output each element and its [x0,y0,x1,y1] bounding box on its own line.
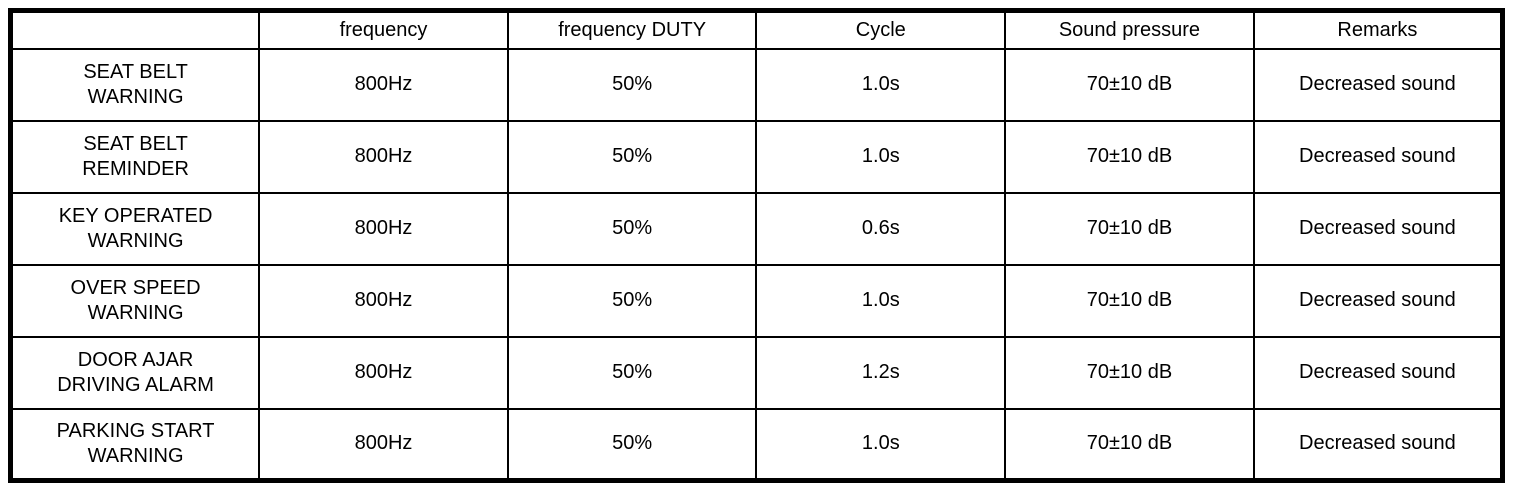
table-row-over-speed-warning: OVER SPEED WARNING 800Hz 50% 1.0s 70±10 … [9,263,1504,338]
frequency-cell: 800Hz [258,191,509,266]
sound-pressure-cell: 70±10 dB [1004,335,1255,410]
remarks-cell: Decreased sound [1252,335,1504,410]
duty-cell: 50% [506,263,758,338]
table-row-parking-start-warning: PARKING START WARNING 800Hz 50% 1.0s 70±… [9,407,1504,482]
sound-pressure-cell: 70±10 dB [1004,119,1255,194]
duty-cell: 50% [506,191,758,266]
col-header-frequency: frequency [258,9,509,50]
col-header-sound-pressure: Sound pressure [1004,9,1255,50]
frequency-cell: 800Hz [258,335,509,410]
cycle-cell: 1.0s [755,47,1007,122]
row-label: DOOR AJAR DRIVING ALARM [9,335,261,410]
frequency-cell: 800Hz [258,47,509,122]
frequency-cell: 800Hz [258,407,509,482]
remarks-cell: Decreased sound [1252,119,1504,194]
frequency-cell: 800Hz [258,119,509,194]
sound-pressure-cell: 70±10 dB [1004,191,1255,266]
row-label: SEAT BELT REMINDER [9,119,261,194]
row-label: SEAT BELT WARNING [9,47,261,122]
cycle-cell: 1.0s [755,119,1007,194]
row-label: KEY OPERATED WARNING [9,191,261,266]
table-row-seat-belt-warning: SEAT BELT WARNING 800Hz 50% 1.0s 70±10 d… [9,47,1504,122]
header-row: frequency frequency DUTY Cycle Sound pre… [9,9,1504,50]
table-row-seat-belt-reminder: SEAT BELT REMINDER 800Hz 50% 1.0s 70±10 … [9,119,1504,194]
cycle-cell: 0.6s [755,191,1007,266]
table-row-key-operated-warning: KEY OPERATED WARNING 800Hz 50% 0.6s 70±1… [9,191,1504,266]
row-label: PARKING START WARNING [9,407,261,482]
frequency-cell: 800Hz [258,263,509,338]
cycle-cell: 1.0s [755,263,1007,338]
col-header-cycle: Cycle [755,9,1007,50]
cycle-cell: 1.0s [755,407,1007,482]
table-row-door-ajar-driving-alarm: DOOR AJAR DRIVING ALARM 800Hz 50% 1.2s 7… [9,335,1504,410]
col-header-item [9,9,261,50]
warning-sound-spec-table: frequency frequency DUTY Cycle Sound pre… [8,8,1505,483]
remarks-cell: Decreased sound [1252,407,1504,482]
duty-cell: 50% [506,47,758,122]
duty-cell: 50% [506,119,758,194]
duty-cell: 50% [506,335,758,410]
sound-pressure-cell: 70±10 dB [1004,407,1255,482]
col-header-frequency-duty: frequency DUTY [506,9,758,50]
cycle-cell: 1.2s [755,335,1007,410]
row-label: OVER SPEED WARNING [9,263,261,338]
sound-pressure-cell: 70±10 dB [1004,263,1255,338]
remarks-cell: Decreased sound [1252,47,1504,122]
col-header-remarks: Remarks [1252,9,1504,50]
remarks-cell: Decreased sound [1252,263,1504,338]
sound-pressure-cell: 70±10 dB [1004,47,1255,122]
remarks-cell: Decreased sound [1252,191,1504,266]
duty-cell: 50% [506,407,758,482]
